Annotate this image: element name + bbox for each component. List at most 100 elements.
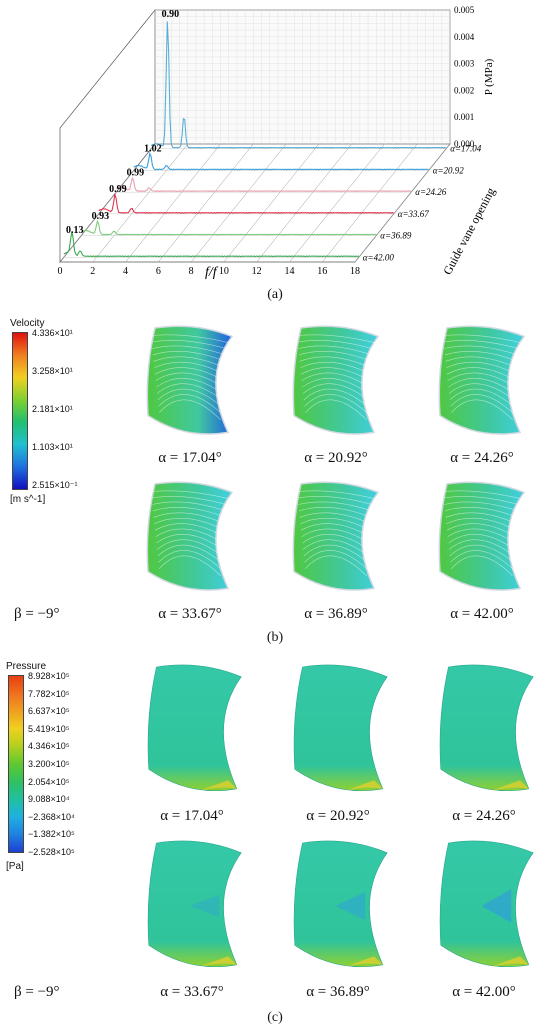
streamline — [302, 539, 370, 557]
pressure-tick: 3.200×10⁵ — [28, 759, 70, 769]
streamline-plot — [146, 325, 234, 435]
streamline — [444, 507, 520, 519]
streamline — [156, 383, 224, 401]
streamline — [154, 367, 226, 382]
peak-label: 0.99 — [109, 184, 127, 195]
streamline — [296, 334, 376, 344]
grid-line — [354, 143, 451, 263]
velocity-tick: 3.258×10¹ — [32, 366, 73, 376]
streamline — [153, 356, 227, 369]
high-pressure-edge — [200, 956, 237, 967]
high-pressure-edge — [492, 780, 529, 791]
streamline — [152, 351, 228, 363]
velocity-legend: Velocity 4.336×10¹ 3.258×10¹ 2.181×10¹ 1… — [10, 318, 120, 508]
pressure-tick: 8.928×10⁵ — [28, 671, 70, 681]
streamline — [446, 361, 518, 376]
streamline — [448, 539, 516, 557]
chart-grid — [59, 9, 451, 263]
streamline-plot — [146, 481, 234, 591]
series-line — [116, 176, 412, 193]
pressure-contour — [293, 840, 388, 968]
streamline — [442, 490, 522, 500]
streamline — [301, 528, 371, 545]
streamline — [451, 555, 513, 577]
streamline — [154, 361, 226, 376]
streamline — [449, 544, 515, 564]
streamline — [156, 534, 224, 551]
streamline — [444, 501, 520, 512]
pressure-tick: 2.054×10⁵ — [28, 776, 70, 787]
floor — [59, 143, 451, 263]
streamline — [296, 490, 376, 500]
beta-label: β = −9° — [14, 606, 60, 622]
streamline — [302, 383, 370, 401]
streamline — [154, 523, 226, 538]
x-tick-label: 14 — [284, 266, 294, 277]
peak-labels: 0.90 1.02 0.990.99 0.93 0.13 — [66, 9, 179, 236]
series-label: α=17.04 — [450, 144, 482, 154]
series-label: α=24.26 — [415, 187, 447, 197]
streamline — [298, 345, 374, 356]
streamline — [451, 399, 513, 421]
pressure-contour — [147, 664, 242, 792]
z-tick-labels: 0.000 0.001 0.002 0.003 0.004 0.005 — [454, 5, 475, 149]
streamline — [449, 388, 515, 408]
x-tick-label: 2 — [90, 266, 95, 277]
streamline — [300, 523, 372, 538]
streamline — [446, 517, 518, 532]
streamline — [450, 550, 514, 570]
grid-line — [158, 143, 254, 263]
streamline — [299, 356, 373, 369]
pressure-tick: 9.088×10⁴ — [28, 794, 70, 805]
case-caption: α = 42.00° — [452, 984, 516, 1000]
series-line — [133, 151, 429, 171]
streamline — [299, 512, 373, 525]
streamline — [448, 534, 516, 551]
streamline-plot — [438, 325, 526, 435]
x-tick-label: 6 — [156, 266, 161, 277]
velocity-tick: 1.103×10¹ — [32, 442, 73, 452]
pressure-tick: −2.528×10⁵ — [28, 847, 75, 857]
streamline — [155, 528, 225, 545]
series-label: α=20.92 — [433, 165, 465, 175]
streamline — [446, 367, 518, 382]
streamline — [298, 501, 374, 512]
grid-line — [256, 143, 352, 263]
x-tick-label: 0 — [58, 266, 63, 277]
streamline — [156, 378, 224, 395]
streamline-plot — [292, 325, 380, 435]
streamline — [443, 340, 521, 350]
streamline — [158, 394, 222, 414]
z-tick-label: 0.001 — [454, 112, 474, 122]
beta-label: β = −9° — [14, 984, 60, 1000]
pressure-unit: [Pa] — [6, 861, 24, 872]
pressure-contour — [439, 664, 534, 792]
pressure-contour — [293, 664, 388, 792]
high-pressure-edge — [346, 956, 383, 967]
chart-frame — [59, 9, 451, 263]
pressure-tick: 5.419×10⁵ — [28, 723, 70, 734]
velocity-tick: 2.515×10⁻¹ — [32, 480, 78, 490]
velocity-tick: 4.336×10¹ — [32, 328, 73, 338]
blade-surface — [147, 664, 242, 792]
pressure-contour — [147, 840, 242, 968]
series-line — [98, 193, 395, 214]
streamline — [303, 544, 369, 564]
streamline — [445, 512, 519, 525]
velocity-unit: [m s^-1] — [10, 494, 46, 505]
pressure-contour — [439, 840, 534, 968]
streamline — [157, 388, 223, 408]
streamline — [298, 507, 374, 519]
streamline — [305, 555, 367, 577]
streamline — [159, 399, 221, 421]
x-tick-label: 10 — [219, 266, 229, 277]
low-pressure-zone — [189, 894, 220, 918]
peak-label: 0.13 — [66, 225, 84, 236]
grid-line — [322, 143, 418, 263]
blade-surface — [438, 325, 526, 435]
streamline — [159, 555, 221, 577]
pressure-legend: Pressure 8.928×10⁵ 7.782×10⁵ 6.637×10⁵ 5.41… — [6, 661, 121, 881]
x-tick-label: 4 — [123, 266, 128, 277]
series-line — [81, 219, 377, 236]
grid-line — [223, 143, 320, 263]
